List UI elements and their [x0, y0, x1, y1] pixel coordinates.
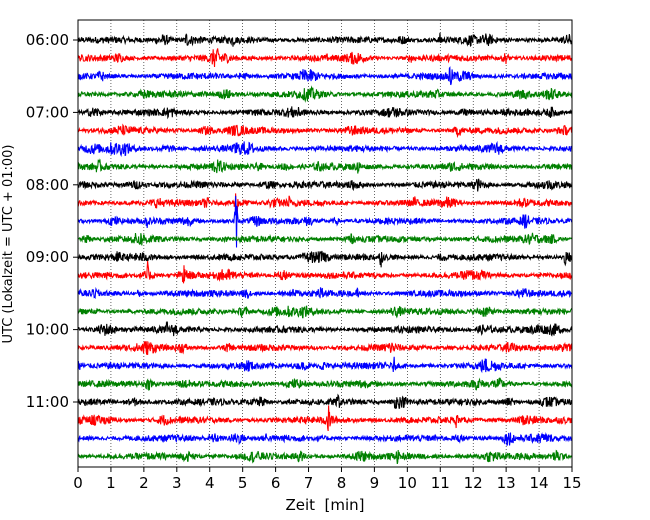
- x-tick-label: 8: [337, 474, 347, 492]
- y-axis-label: UTC (Lokalzeit = UTC + 01:00): [1, 145, 16, 344]
- x-tick-label: 5: [238, 474, 248, 492]
- y-tick-label: 06:00: [26, 31, 69, 49]
- seismogram-trace-0945: [77, 305, 573, 319]
- seismogram-trace-0845: [77, 232, 573, 246]
- seismogram-trace-0815: [77, 193, 573, 212]
- seismogram-trace-0800: [77, 178, 573, 192]
- x-tick-label: 15: [562, 474, 581, 492]
- seismogram-trace-1130: [77, 431, 573, 446]
- x-axis-label: Zeit [min]: [285, 496, 364, 514]
- seismogram-trace-0730: [77, 140, 573, 157]
- y-tick-label: 11:00: [26, 393, 69, 411]
- seismogram-trace-1100: [77, 393, 573, 409]
- x-tick-label: 2: [139, 474, 149, 492]
- y-tick-label: 07:00: [26, 103, 69, 121]
- x-tick-label: 10: [398, 474, 417, 492]
- y-axis: 06:00 07:00 08:00 09:00 10:00 11:00: [26, 31, 78, 411]
- seismogram-trace-0700: [77, 106, 573, 120]
- seismogram-trace-0830: [77, 195, 573, 248]
- seismogram-trace-0615: [77, 48, 573, 67]
- y-tick-label: 10:00: [26, 321, 69, 339]
- x-tick-label: 3: [172, 474, 182, 492]
- seismogram-trace-0645: [77, 85, 573, 103]
- y-tick-label: 09:00: [26, 248, 69, 266]
- seismogram-trace-0930: [77, 286, 573, 300]
- trace-group: [77, 32, 573, 465]
- x-tick-label: 6: [271, 474, 281, 492]
- seismogram-trace-0630: [77, 66, 573, 86]
- x-tick-label: 13: [497, 474, 516, 492]
- x-tick-label: 14: [530, 474, 549, 492]
- seismogram-trace-0900: [77, 250, 573, 268]
- seismogram-trace-0745: [77, 158, 573, 174]
- grid-lines: [110, 20, 540, 467]
- x-tick-label: 9: [370, 474, 380, 492]
- seismogram-trace-1115: [77, 405, 573, 432]
- y-tick-label: 08:00: [26, 176, 69, 194]
- seismogram-trace-1015: [77, 341, 573, 355]
- seismogram-trace-0715: [77, 123, 573, 139]
- x-tick-label: 0: [73, 474, 83, 492]
- plot-frame: [77, 19, 573, 468]
- x-tick-label: 11: [431, 474, 450, 492]
- seismogram-trace-0600: [77, 32, 573, 47]
- x-axis: 0 1 2 3 4 5 6 7 8 9 10 11 12 13 14 15: [73, 467, 582, 492]
- x-tick-label: 4: [205, 474, 215, 492]
- seismogram-trace-1145: [77, 449, 573, 465]
- seismogram-trace-0915: [77, 261, 573, 284]
- seismogram-trace-1045: [77, 376, 573, 391]
- x-tick-label: 1: [106, 474, 116, 492]
- x-tick-label: 12: [464, 474, 483, 492]
- x-tick-label: 7: [304, 474, 314, 492]
- seismogram-trace-1000: [77, 320, 573, 337]
- seismogram-trace-1030: [77, 356, 573, 374]
